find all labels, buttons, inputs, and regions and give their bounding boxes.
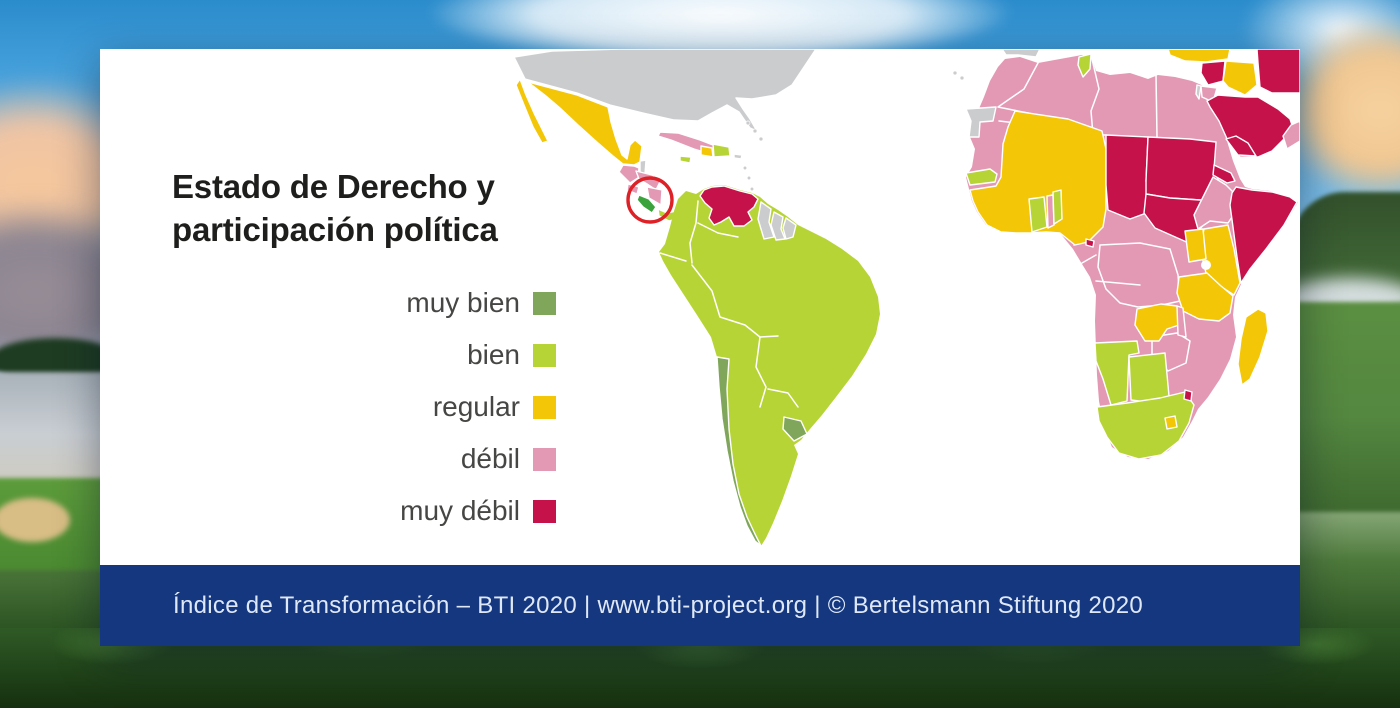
- region-south-america: [659, 185, 880, 546]
- page-title: Estado de Derecho y participación políti…: [172, 165, 572, 251]
- country-nicaragua: [646, 186, 663, 206]
- country-senegal: [965, 168, 998, 186]
- legend-label: regular: [432, 391, 520, 422]
- country-suriname: [770, 211, 786, 241]
- legend-label: bien: [467, 339, 520, 370]
- country-venezuela: [699, 185, 759, 227]
- country-ethiopia: [1193, 176, 1237, 230]
- country-namibia: [1094, 340, 1140, 406]
- country-iran: [1256, 49, 1300, 94]
- region-iberia: [1001, 49, 1041, 58]
- pond: [0, 498, 70, 542]
- country-oman: [1282, 120, 1300, 150]
- country-equatorial-guinea: [1085, 238, 1095, 248]
- islands-bahamas: [745, 120, 764, 142]
- country-zambia: [1134, 303, 1180, 342]
- legend-swatch: [533, 291, 556, 315]
- legend-item: bien: [240, 329, 556, 381]
- legend-label: muy bien: [406, 287, 520, 318]
- country-tanzania: [1176, 272, 1234, 322]
- country-south-africa: [1096, 391, 1195, 460]
- legend-item: muy bien: [240, 277, 556, 329]
- country-mexico: [527, 81, 643, 166]
- country-uganda: [1184, 228, 1207, 263]
- country-madagascar: [1237, 308, 1269, 386]
- country-turkey: [1167, 49, 1231, 63]
- country-lesotho: [1164, 415, 1178, 430]
- title-line-1: Estado de Derecho y: [172, 168, 495, 205]
- legend: muy bien bien regular débil muy débil: [240, 277, 556, 537]
- country-iraq: [1222, 60, 1258, 96]
- country-togo: [1046, 194, 1055, 229]
- country-western-sahara: [965, 106, 997, 138]
- legend-swatch: [533, 447, 556, 471]
- country-costa-rica: [636, 194, 657, 214]
- islands-canary: [952, 70, 965, 81]
- legend-item: regular: [240, 381, 556, 433]
- country-puerto-rico: [733, 153, 743, 160]
- country-french-guiana: [782, 217, 797, 240]
- country-benin: [1052, 189, 1063, 225]
- legend-swatch: [533, 395, 556, 419]
- infographic-card: Estado de Derecho y participación políti…: [100, 49, 1300, 646]
- country-malawi: [1176, 305, 1187, 338]
- south-america-borders: [659, 200, 799, 408]
- country-chile: [716, 356, 762, 547]
- country-uruguay: [782, 416, 808, 442]
- country-eritrea: [1212, 164, 1236, 184]
- country-jamaica: [679, 155, 692, 164]
- legend-label: muy débil: [400, 495, 520, 526]
- country-somalia: [1229, 186, 1298, 284]
- country-tunisia: [1077, 53, 1092, 78]
- footer-credit-text: Índice de Transformación – BTI 2020 | ww…: [173, 591, 1144, 619]
- country-mexico-baja: [515, 78, 549, 144]
- country-botswana: [1128, 352, 1170, 403]
- country-dominican-republic: [712, 143, 731, 158]
- legend-item: débil: [240, 433, 556, 485]
- legend-swatch: [533, 343, 556, 367]
- title-line-2: participación política: [172, 211, 498, 248]
- country-eswatini: [1183, 389, 1193, 402]
- lake-victoria: [1201, 260, 1211, 270]
- costa-rica-highlight-circle: [626, 176, 674, 224]
- footer-bar: Índice de Transformación – BTI 2020 | ww…: [100, 565, 1300, 646]
- country-haiti: [700, 145, 714, 158]
- mountain: [1288, 192, 1400, 327]
- country-syria: [1200, 60, 1226, 86]
- country-yemen: [1225, 135, 1257, 157]
- country-el-salvador: [626, 183, 640, 195]
- legend-label: débil: [460, 443, 520, 474]
- country-israel: [1195, 84, 1202, 100]
- country-guyana: [757, 201, 775, 240]
- legend-item: muy débil: [240, 485, 556, 537]
- legend-swatch: [533, 499, 556, 523]
- choropleth-map: [513, 49, 1300, 547]
- country-ghana: [1028, 196, 1048, 233]
- region-west-africa: [969, 110, 1107, 246]
- country-guatemala: [618, 164, 640, 184]
- hills: [1284, 302, 1400, 512]
